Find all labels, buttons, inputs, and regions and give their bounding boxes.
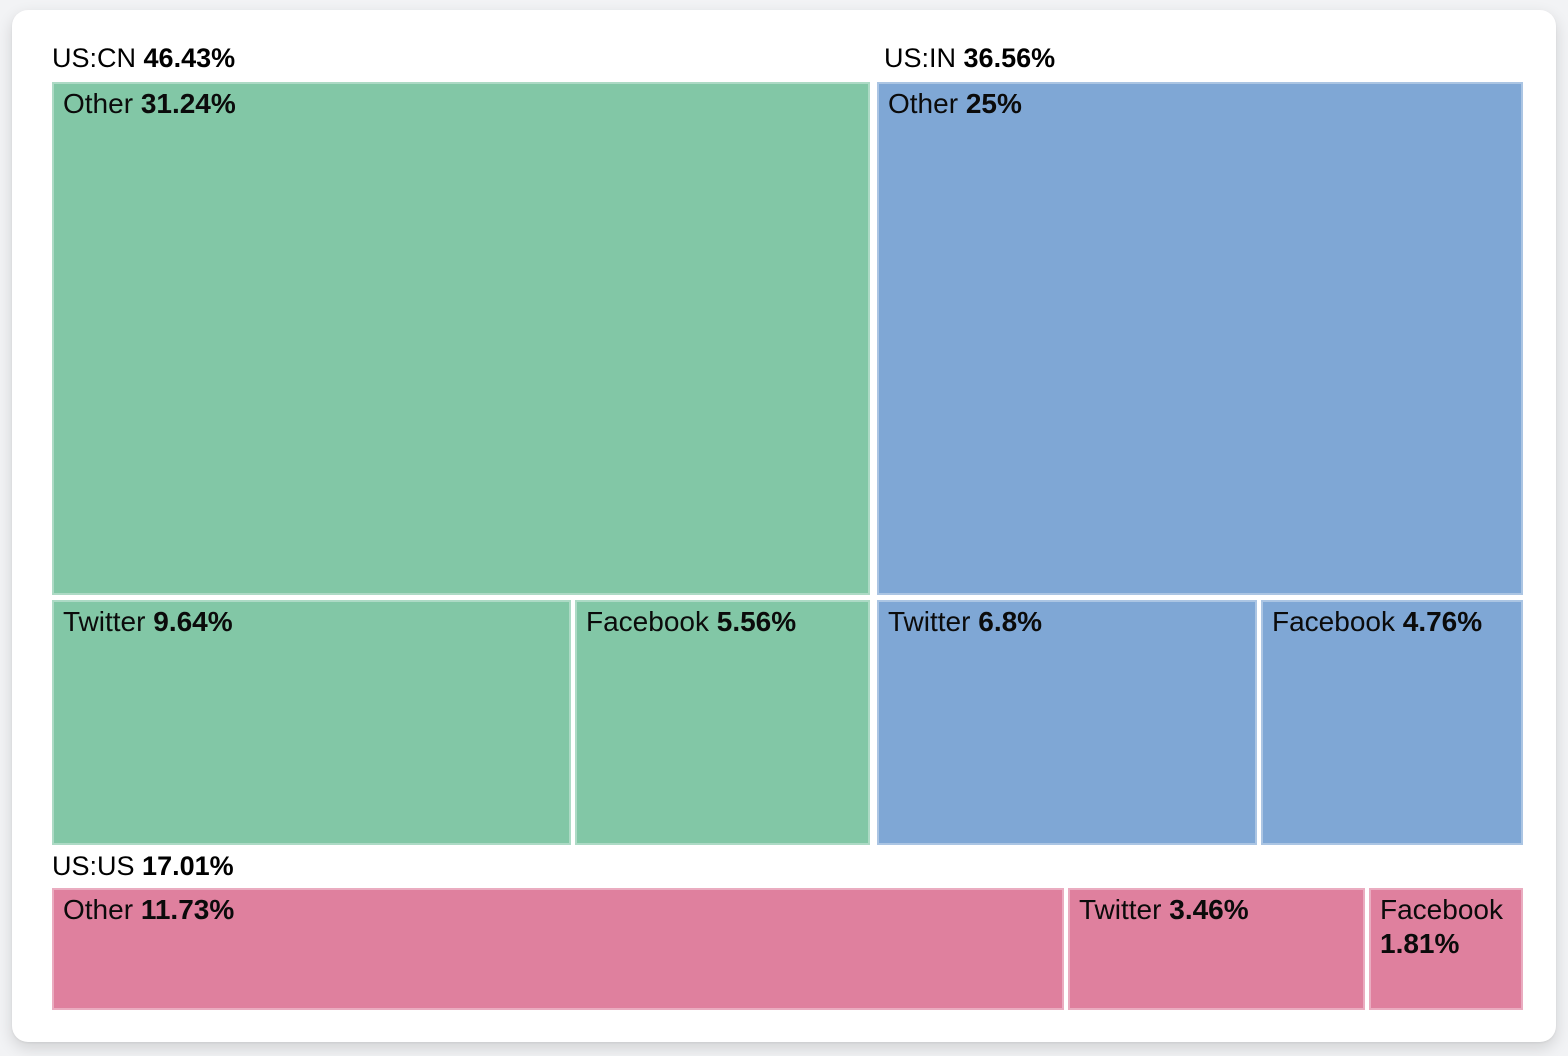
- group-percent: 17.01%: [142, 851, 234, 881]
- group-label: US:IN: [884, 43, 957, 73]
- treemap-cell-us-in-other[interactable]: Other 25%: [877, 82, 1523, 595]
- cell-label: Facebook: [1380, 894, 1503, 925]
- cell-label: Facebook: [586, 606, 709, 637]
- treemap-cell-us-cn-twitter[interactable]: Twitter 9.64%: [52, 600, 571, 845]
- cell-label: Other: [888, 88, 959, 119]
- treemap-cell-us-in-facebook[interactable]: Facebook 4.76%: [1261, 600, 1523, 845]
- group-header-us-in: US:IN 36.56%: [884, 42, 1055, 74]
- treemap-cell-us-us-twitter[interactable]: Twitter 3.46%: [1068, 888, 1365, 1010]
- group-label: US:US: [52, 851, 135, 881]
- cell-percent: 5.56%: [716, 606, 797, 637]
- cell-percent: 9.64%: [153, 606, 233, 637]
- treemap-cell-us-in-twitter[interactable]: Twitter 6.8%: [877, 600, 1257, 845]
- cell-percent: 6.8%: [978, 606, 1043, 637]
- cell-label: Other: [63, 88, 134, 119]
- cell-label: Other: [63, 894, 134, 925]
- treemap-chart: US:CN 46.43% Other 31.24% Twitter 9.64% …: [12, 10, 1556, 1042]
- group-percent: 36.56%: [963, 43, 1056, 73]
- group-percent: 46.43%: [143, 43, 236, 73]
- cell-percent: 25%: [965, 88, 1022, 119]
- group-header-us-us: US:US 17.01%: [52, 850, 234, 882]
- cell-label: Facebook: [1272, 606, 1395, 637]
- cell-percent: 3.46%: [1169, 894, 1249, 925]
- cell-percent: 4.76%: [1402, 606, 1483, 637]
- cell-label: Twitter: [63, 606, 146, 637]
- cell-label: Twitter: [1079, 894, 1162, 925]
- treemap-cell-us-us-other[interactable]: Other 11.73%: [52, 888, 1064, 1010]
- cell-percent: 1.81%: [1380, 928, 1460, 960]
- cell-percent: 11.73%: [140, 894, 235, 925]
- group-header-us-cn: US:CN 46.43%: [52, 42, 235, 74]
- cell-label: Twitter: [888, 606, 971, 637]
- group-label: US:CN: [52, 43, 137, 73]
- cell-percent: 31.24%: [140, 88, 236, 119]
- treemap-cell-us-us-facebook[interactable]: Facebook 1.81%: [1369, 888, 1523, 1010]
- treemap-cell-us-cn-facebook[interactable]: Facebook 5.56%: [575, 600, 870, 845]
- treemap-cell-us-cn-other[interactable]: Other 31.24%: [52, 82, 870, 595]
